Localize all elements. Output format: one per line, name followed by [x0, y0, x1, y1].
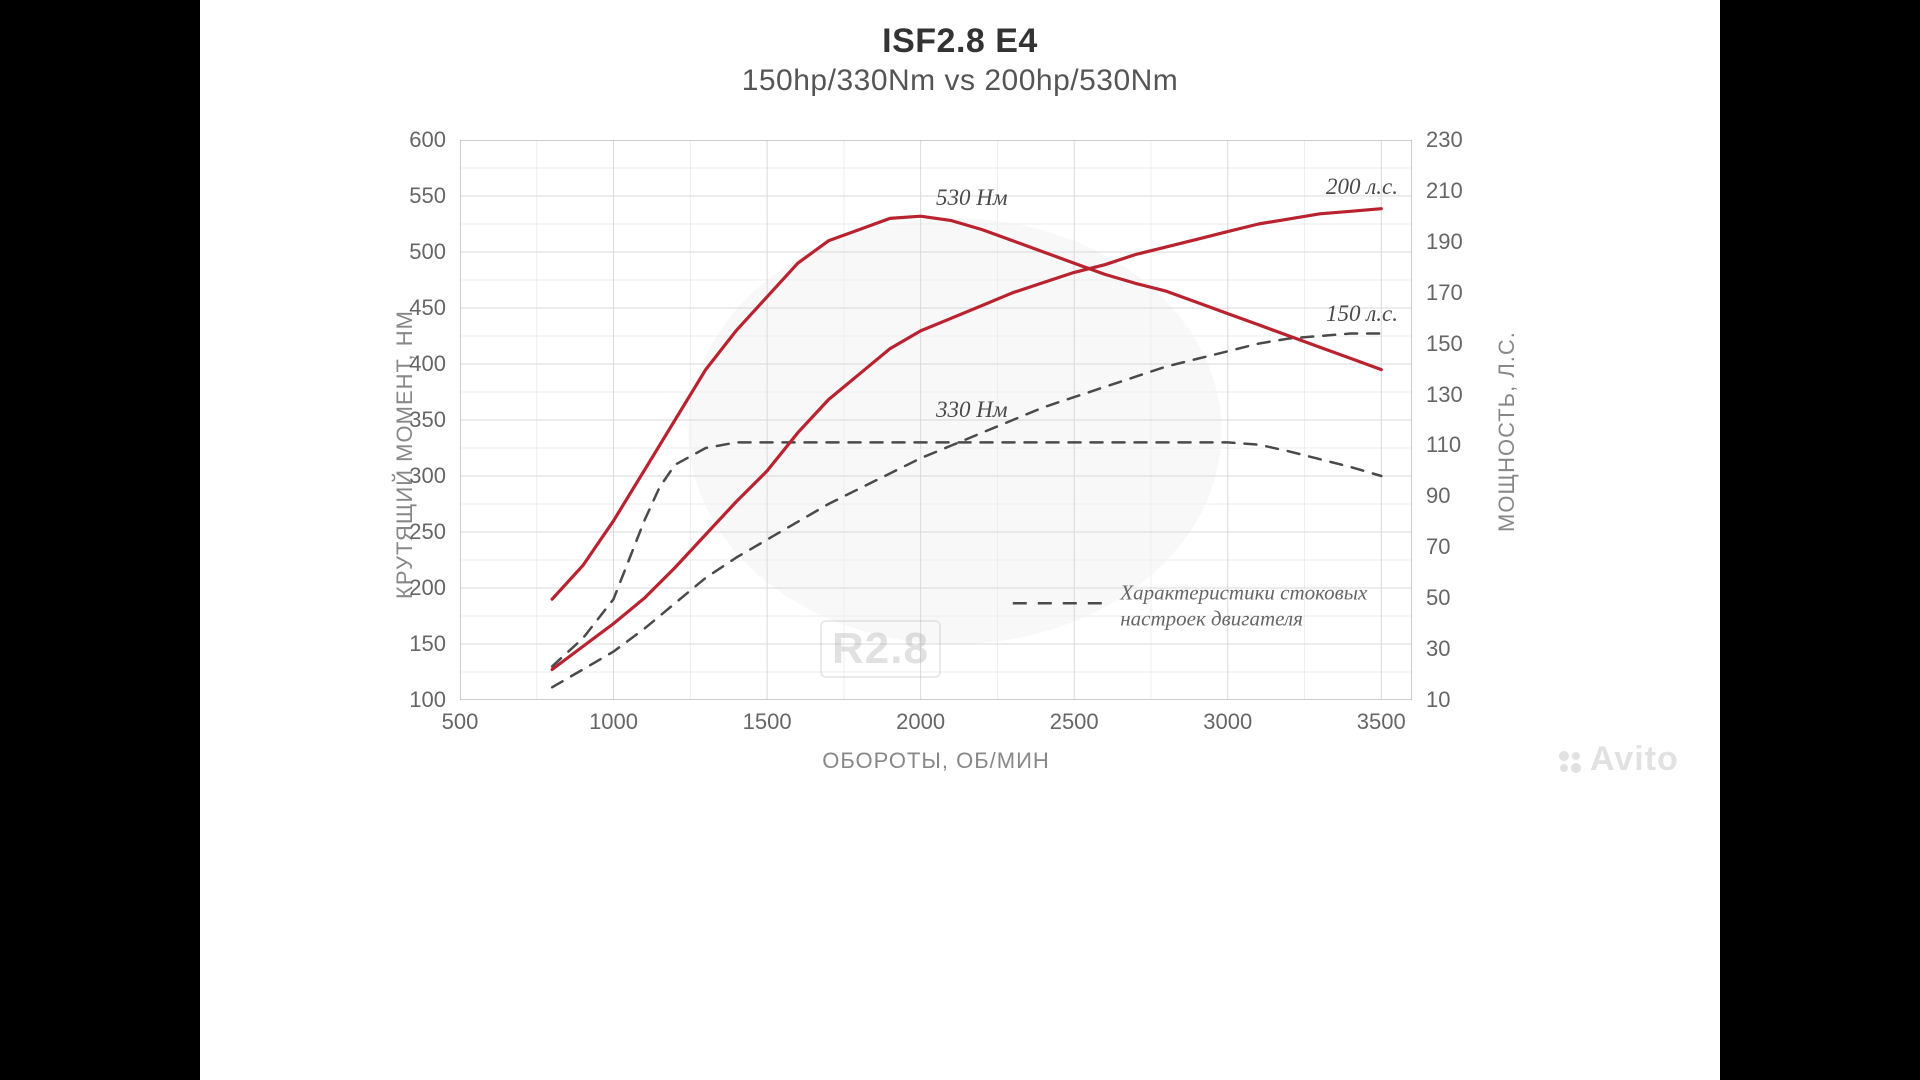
y-left-tick: 550	[409, 183, 446, 209]
chart-panel: ISF2.8 E4 150hp/330Nm vs 200hp/530Nm КРУ…	[200, 0, 1720, 1080]
x-tick: 1500	[743, 709, 792, 735]
y-left-tick: 450	[409, 295, 446, 321]
y-left-tick: 500	[409, 239, 446, 265]
y-left-tick: 600	[409, 127, 446, 153]
series-label: 530 Нм	[936, 185, 1008, 211]
x-tick: 3500	[1357, 709, 1406, 735]
watermark-avito: Avito	[1556, 740, 1679, 779]
x-tick: 2000	[896, 709, 945, 735]
y-axis-right-label: МОЩНОСТЬ, Л.С.	[1494, 331, 1520, 532]
series-label: 150 л.с.	[1326, 301, 1398, 327]
y-left-tick: 250	[409, 519, 446, 545]
x-axis-label: ОБОРОТЫ, ОБ/МИН	[460, 748, 1412, 774]
y-left-tick: 400	[409, 351, 446, 377]
x-tick: 500	[442, 709, 479, 735]
y-right-tick: 170	[1426, 280, 1463, 306]
y-right-tick: 150	[1426, 331, 1463, 357]
y-left-tick: 300	[409, 463, 446, 489]
x-tick: 3000	[1203, 709, 1252, 735]
watermark-r28: R2.8	[820, 620, 941, 678]
y-right-tick: 10	[1426, 687, 1450, 713]
y-right-tick: 110	[1426, 432, 1461, 458]
y-right-tick: 130	[1426, 382, 1463, 408]
y-left-tick: 350	[409, 407, 446, 433]
x-tick: 1000	[589, 709, 638, 735]
y-right-tick: 230	[1426, 127, 1463, 153]
legend-text: настроек двигателя	[1120, 607, 1303, 632]
y-right-tick: 70	[1426, 534, 1450, 560]
x-tick: 2500	[1050, 709, 1099, 735]
y-left-tick: 100	[409, 687, 446, 713]
y-right-tick: 210	[1426, 178, 1463, 204]
y-right-tick: 50	[1426, 585, 1450, 611]
y-left-tick: 150	[409, 631, 446, 657]
series-label: 200 л.с.	[1326, 174, 1398, 200]
chart-subtitle: 150hp/330Nm vs 200hp/530Nm	[200, 64, 1720, 98]
y-right-tick: 190	[1426, 229, 1463, 255]
avito-dots-icon	[1556, 740, 1584, 778]
y-right-tick: 30	[1426, 636, 1450, 662]
y-right-tick: 90	[1426, 483, 1450, 509]
series-label: 330 Нм	[936, 397, 1008, 423]
legend-text: Характеристики стоковых	[1120, 581, 1367, 606]
y-left-tick: 200	[409, 575, 446, 601]
chart-title: ISF2.8 E4	[200, 22, 1720, 61]
